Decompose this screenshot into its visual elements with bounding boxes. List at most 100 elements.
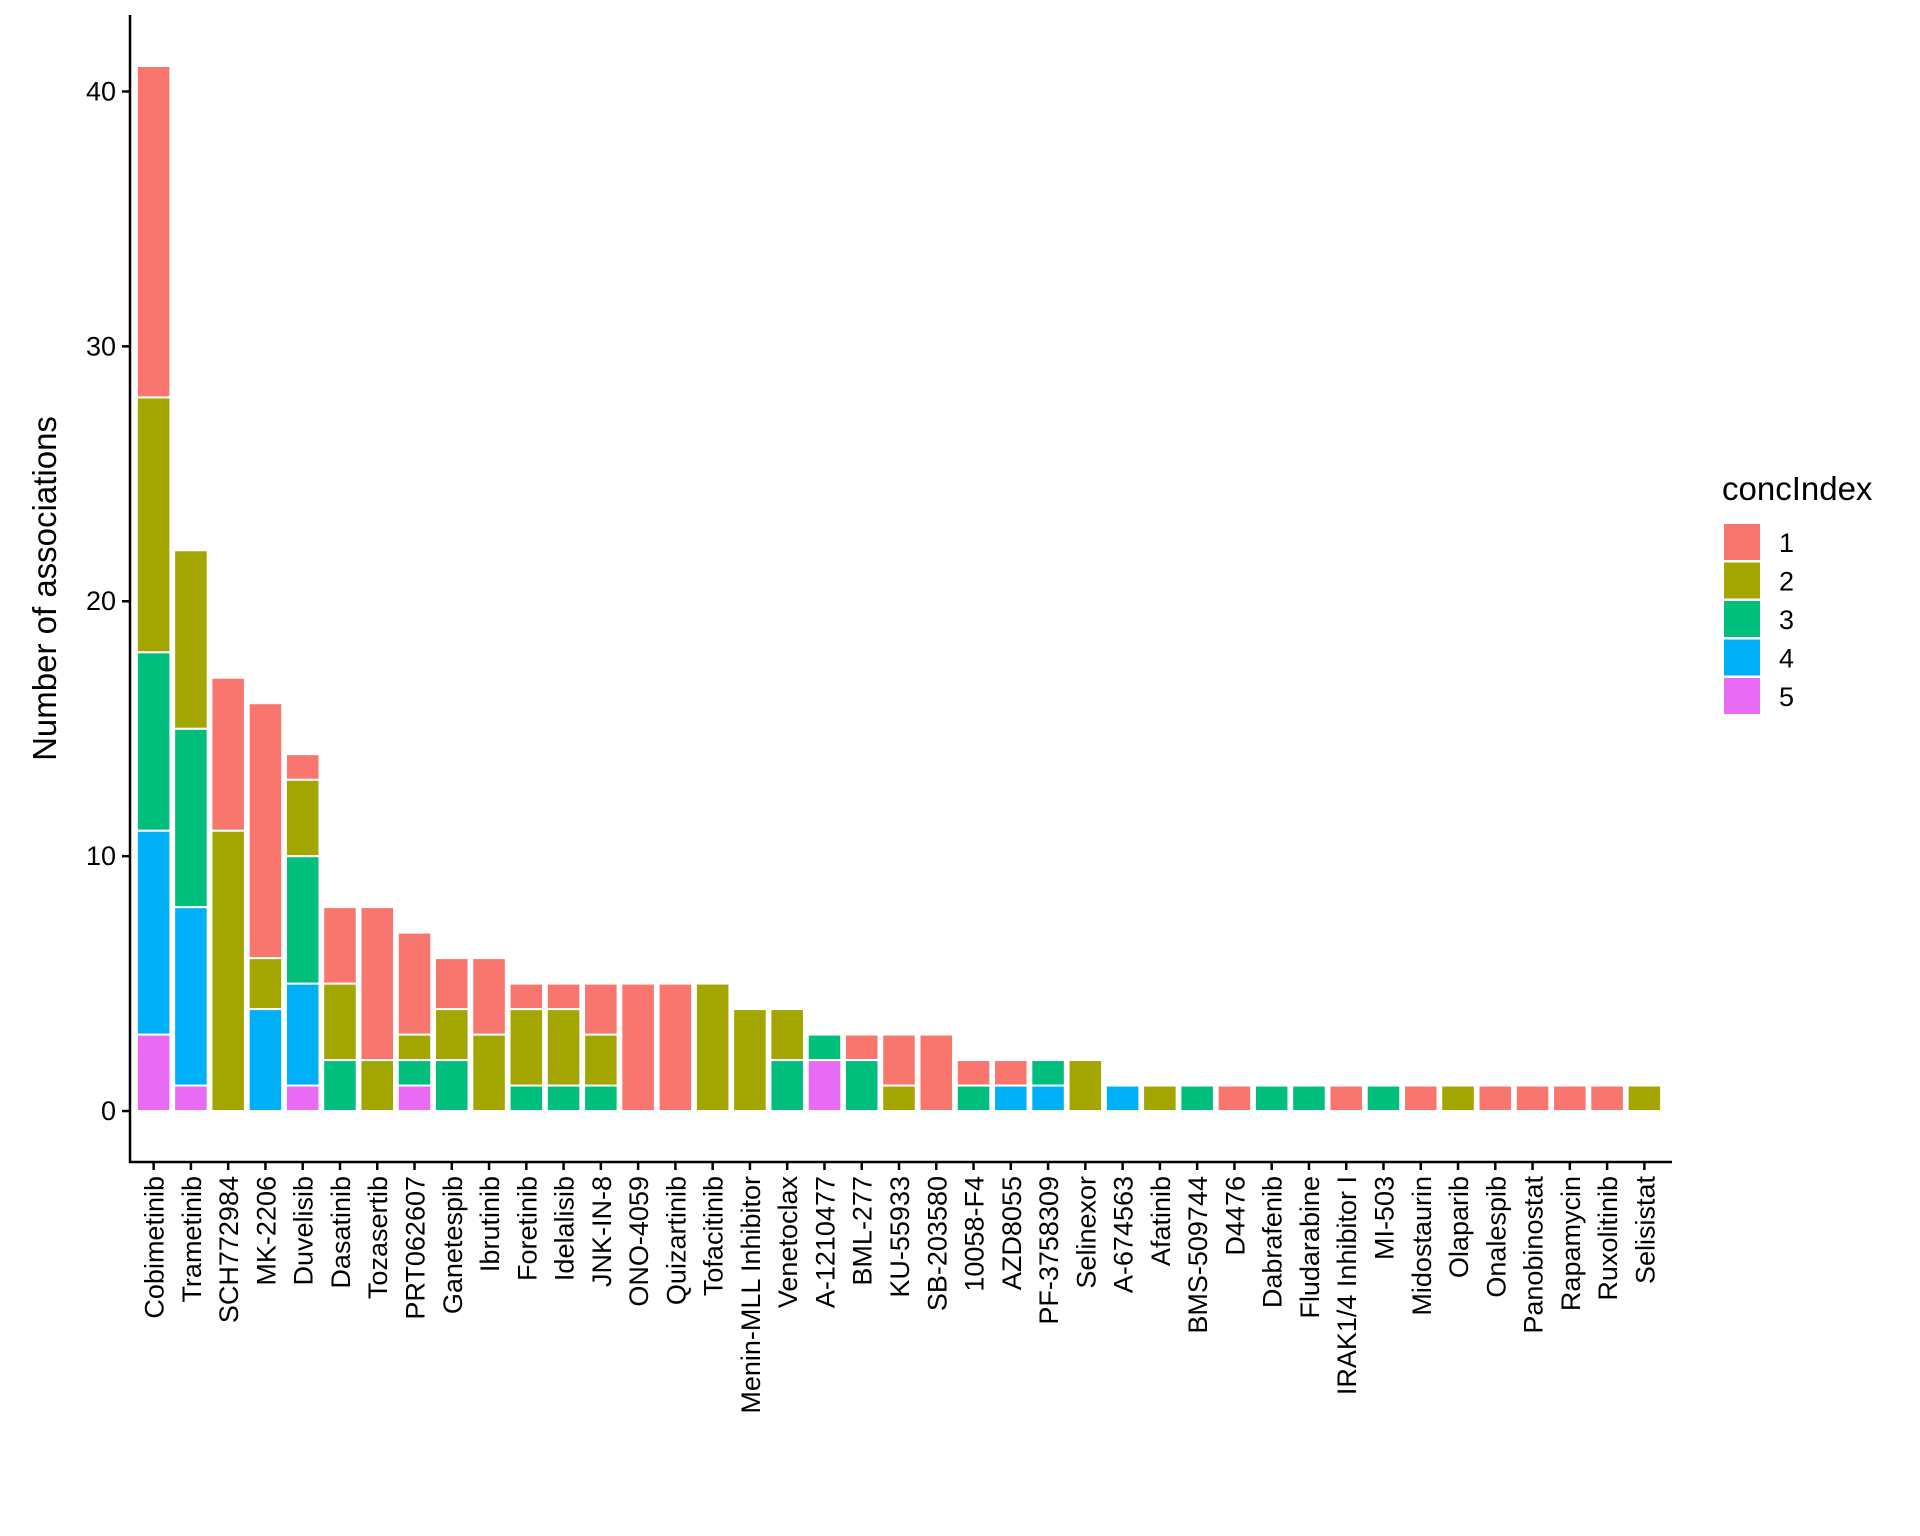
axes-layer	[128, 15, 1672, 1164]
bar-segment	[135, 1033, 172, 1113]
legend-label: 4	[1779, 644, 1794, 674]
bar-segment	[210, 676, 246, 832]
bar-segment	[1402, 1084, 1439, 1113]
legend-swatch	[1724, 601, 1760, 637]
bar-segment	[434, 1008, 470, 1062]
bar-segment	[173, 727, 209, 909]
bar-segment	[1253, 1084, 1290, 1113]
bar-segment	[173, 906, 209, 1087]
bar-segment	[769, 1059, 805, 1113]
bar-segment	[1179, 1084, 1215, 1113]
bar-segment	[135, 651, 172, 832]
x-tick-label: Fludarabine	[1295, 1176, 1325, 1319]
bar-segment	[1030, 1084, 1066, 1113]
legend-swatch	[1724, 524, 1760, 560]
x-tick-label: AZD8055	[997, 1176, 1027, 1290]
bar-segment	[545, 982, 582, 1011]
x-tick-label: Onalespib	[1481, 1176, 1511, 1298]
x-tick-label: BML-277	[848, 1176, 878, 1286]
bar-segment	[471, 957, 507, 1036]
bar-segment	[806, 1059, 843, 1113]
x-tick-label: JNK-IN-8	[587, 1176, 617, 1287]
bar-segment	[1291, 1084, 1327, 1113]
legend-label: 1	[1779, 528, 1794, 558]
legend-swatch	[1724, 639, 1760, 676]
bar-segment	[1365, 1084, 1402, 1113]
x-tick-label: Menin-MLL Inhibitor	[736, 1176, 766, 1414]
bar-segment	[955, 1059, 992, 1087]
bar-segment	[434, 1059, 470, 1113]
bar-segment	[545, 1008, 582, 1087]
bar-segment	[1477, 1084, 1514, 1113]
x-tick-label: SCH772984	[214, 1176, 244, 1323]
x-tick-label: Dasatinib	[326, 1176, 356, 1289]
x-tick-label: MI-503	[1369, 1176, 1399, 1260]
bar-segment	[583, 1084, 619, 1113]
x-tick-label: ONO-4059	[624, 1176, 654, 1307]
x-tick-label: D4476	[1220, 1176, 1250, 1256]
x-tick-label: Selisistat	[1630, 1176, 1660, 1285]
x-tick-label: MK-2206	[251, 1176, 281, 1286]
bar-segment	[1067, 1059, 1104, 1113]
bar-segment	[955, 1084, 992, 1113]
bar-segment	[135, 829, 172, 1036]
bar-segment	[284, 855, 321, 985]
bar-segment	[732, 1008, 768, 1113]
legend-swatch	[1724, 562, 1760, 599]
x-tick-label: Afatinib	[1146, 1176, 1176, 1266]
bar-segment	[247, 957, 284, 1011]
bar-segment	[1514, 1084, 1551, 1113]
bar-segment	[359, 906, 396, 1062]
x-tick-label: Panobinostat	[1519, 1176, 1549, 1334]
bar-segment	[1328, 1084, 1364, 1113]
y-tick-label: 20	[86, 586, 116, 616]
bar-segment	[284, 753, 321, 781]
bar-segment	[620, 982, 656, 1113]
x-tick-label: Venetoclax	[773, 1176, 803, 1309]
y-ticks: 0 10 20 30 40	[86, 76, 130, 1126]
y-tick-label: 10	[86, 841, 116, 871]
y-axis-title: Number of associations	[26, 416, 63, 761]
bar-segment	[247, 1008, 284, 1113]
x-tick-label: Ibrutinib	[475, 1176, 505, 1272]
x-tick-label: 10058-F4	[960, 1176, 990, 1292]
legend-title: concIndex	[1722, 470, 1873, 507]
legend-label: 5	[1779, 682, 1794, 712]
x-tick-label: Tofacitinib	[699, 1176, 729, 1296]
bar-segment	[396, 931, 433, 1036]
x-tick-label: Rapamycin	[1556, 1176, 1586, 1311]
x-tick-label: Trametinib	[177, 1176, 207, 1303]
bar-segment	[508, 1008, 545, 1087]
bar-segment	[210, 829, 246, 1113]
bar-segment	[434, 957, 470, 1011]
bar-segment	[1626, 1084, 1663, 1113]
bar-segment	[918, 1033, 955, 1113]
bar-segment	[1142, 1084, 1178, 1113]
y-tick-label: 0	[101, 1096, 116, 1126]
legend: concIndex 1 2 3 4 5	[1722, 470, 1873, 714]
bar-segment	[1030, 1059, 1066, 1087]
bar-segment	[322, 906, 358, 985]
bar-segment	[1440, 1084, 1476, 1113]
bar-segment	[359, 1059, 396, 1113]
bar-segment	[881, 1084, 917, 1113]
bar-segment	[322, 982, 358, 1062]
x-tick-label: Cobimetinib	[140, 1176, 170, 1319]
x-tick-label: BMS-509744	[1183, 1176, 1213, 1334]
x-tick-label: Quizartinib	[661, 1176, 691, 1305]
bar-segment	[769, 1008, 805, 1062]
bar-segment	[843, 1059, 880, 1113]
x-tick-label: Dabrafenib	[1258, 1176, 1288, 1308]
bar-segment	[545, 1084, 582, 1113]
legend-label: 3	[1779, 605, 1794, 635]
bar-segment	[471, 1033, 507, 1113]
bar-segment	[135, 64, 172, 399]
x-tick-label: Foretinib	[512, 1176, 542, 1281]
x-tick-label: Ganetespib	[438, 1176, 468, 1314]
x-tick-label: A-674563	[1109, 1176, 1139, 1293]
x-tick-label: PF-3758309	[1034, 1176, 1064, 1325]
bar-segment	[508, 1084, 545, 1113]
bar-segment	[247, 702, 284, 960]
bar-segment	[396, 1033, 433, 1062]
